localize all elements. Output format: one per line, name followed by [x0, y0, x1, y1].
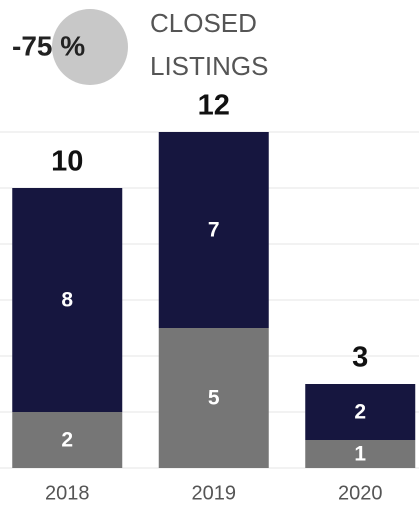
- segment-label: 2: [354, 401, 366, 424]
- segment-label: 1: [354, 443, 366, 466]
- bar-segment: [158, 328, 269, 468]
- segment-label: 7: [208, 219, 220, 242]
- total-label: 3: [352, 342, 368, 374]
- kpi-label: CLOSED LISTINGS: [150, 8, 269, 81]
- x-tick-label: 2018: [45, 482, 90, 504]
- kpi-badge: [52, 9, 128, 85]
- total-label: 10: [51, 146, 83, 178]
- segment-label: 2: [61, 429, 73, 452]
- segment-label: 5: [208, 387, 220, 410]
- total-label: 12: [198, 90, 230, 122]
- segment-label: 8: [61, 289, 73, 312]
- bar-segment: [305, 384, 416, 440]
- x-tick-label: 2020: [338, 482, 383, 504]
- kpi-value: -75 %: [12, 30, 85, 61]
- x-tick-label: 2019: [192, 482, 237, 504]
- bar-segment: [158, 132, 269, 328]
- bar-segment: [12, 188, 123, 412]
- bar-segment: [305, 440, 416, 468]
- bar-segment: [12, 412, 123, 468]
